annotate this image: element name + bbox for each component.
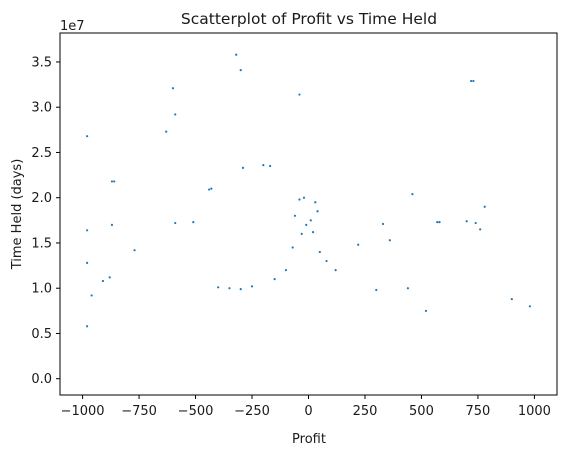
y-axis-exponent: 1e7 — [60, 19, 85, 34]
scatter-point — [250, 285, 254, 288]
scatter-point — [108, 276, 111, 279]
x-tick-label: 500 — [409, 404, 434, 419]
chart-title: Scatterplot of Profit vs Time Held — [181, 10, 437, 28]
scatter-point — [388, 239, 391, 242]
scatter-point — [465, 220, 468, 223]
scatter-point — [217, 286, 220, 289]
scatter-point — [381, 222, 385, 226]
scatter-point — [113, 180, 116, 183]
scatter-point — [438, 221, 441, 224]
y-tick-label: 1.5 — [31, 236, 52, 251]
scatter-point — [86, 229, 89, 232]
scatter-point — [269, 164, 272, 168]
x-tick-label: −750 — [121, 404, 157, 419]
x-tick-label: 0 — [304, 404, 312, 419]
scatter-point — [300, 232, 303, 236]
points-layer — [86, 53, 531, 328]
x-tick-label: 1000 — [518, 404, 551, 419]
scatter-point — [235, 53, 238, 56]
x-tick-label: −500 — [178, 404, 214, 419]
y-axis-label: Time Held (days) — [10, 159, 25, 271]
scatter-point — [262, 164, 265, 167]
scatter-point — [90, 294, 93, 297]
scatter-point — [86, 135, 89, 138]
scatter-point — [86, 261, 89, 264]
x-tick-label: −250 — [234, 404, 270, 419]
scatter-point — [316, 210, 319, 213]
scatter-point — [474, 221, 477, 225]
scatter-point — [210, 187, 213, 190]
scatter-point — [192, 221, 195, 224]
scatter-point — [293, 214, 297, 217]
scatter-point — [528, 305, 531, 308]
scatter-point — [314, 201, 317, 204]
y-axis-ticks: 0.0 0.5 1.0 1.5 2.0 2.5 3.0 3.5 — [31, 55, 60, 387]
scatter-point — [228, 287, 231, 290]
scatter-point — [375, 288, 378, 292]
y-tick-label: 3.5 — [31, 55, 52, 70]
scatter-point — [133, 249, 136, 252]
y-tick-label: 2.5 — [31, 146, 52, 161]
x-axis-ticks: −1000 −750 −500 −250 0 250 500 750 1000 — [61, 395, 551, 419]
y-tick-label: 1.0 — [31, 282, 52, 297]
scatter-point — [318, 250, 321, 254]
scatter-point — [424, 309, 428, 312]
y-tick-label: 3.0 — [31, 101, 52, 116]
scatter-point — [171, 87, 175, 90]
scatter-point — [298, 198, 301, 201]
scatter-point — [208, 188, 211, 191]
scatter-point — [305, 223, 308, 226]
x-tick-label: −1000 — [61, 404, 105, 419]
scatter-point — [311, 231, 315, 234]
scatter-point — [325, 259, 328, 263]
scatter-point — [241, 166, 245, 169]
scatter-point — [406, 287, 409, 290]
scatter-point — [470, 79, 473, 83]
scatter-point — [291, 246, 294, 249]
scatter-point — [472, 79, 475, 83]
plot-frame — [59, 32, 558, 396]
scatter-point — [284, 269, 288, 272]
scatter-point — [110, 180, 114, 183]
x-tick-label: 250 — [353, 404, 378, 419]
scatter-point — [436, 221, 439, 224]
scatter-point — [479, 228, 482, 231]
scatter-point — [174, 221, 177, 225]
scatter-point — [357, 243, 360, 246]
scatter-point — [298, 93, 301, 96]
x-axis-label: Profit — [292, 432, 326, 447]
scatter-point — [302, 196, 306, 199]
scatter-point — [101, 279, 105, 283]
scatter-point — [86, 325, 89, 328]
scatter-point — [174, 113, 177, 116]
scatter-point — [309, 219, 312, 222]
y-tick-label: 2.0 — [31, 191, 52, 206]
scatter-point — [411, 192, 414, 196]
scatter-point — [334, 269, 337, 272]
scatter-point — [239, 69, 242, 72]
y-tick-label: 0.5 — [31, 327, 52, 342]
scatter-point — [165, 130, 168, 133]
scatter-point — [110, 223, 114, 226]
scatter-point — [239, 288, 242, 291]
scatter-point — [273, 278, 276, 281]
scatter-point — [510, 297, 513, 301]
y-tick-label: 0.0 — [31, 372, 52, 387]
x-tick-label: 750 — [466, 404, 491, 419]
scatter-point — [483, 205, 486, 208]
